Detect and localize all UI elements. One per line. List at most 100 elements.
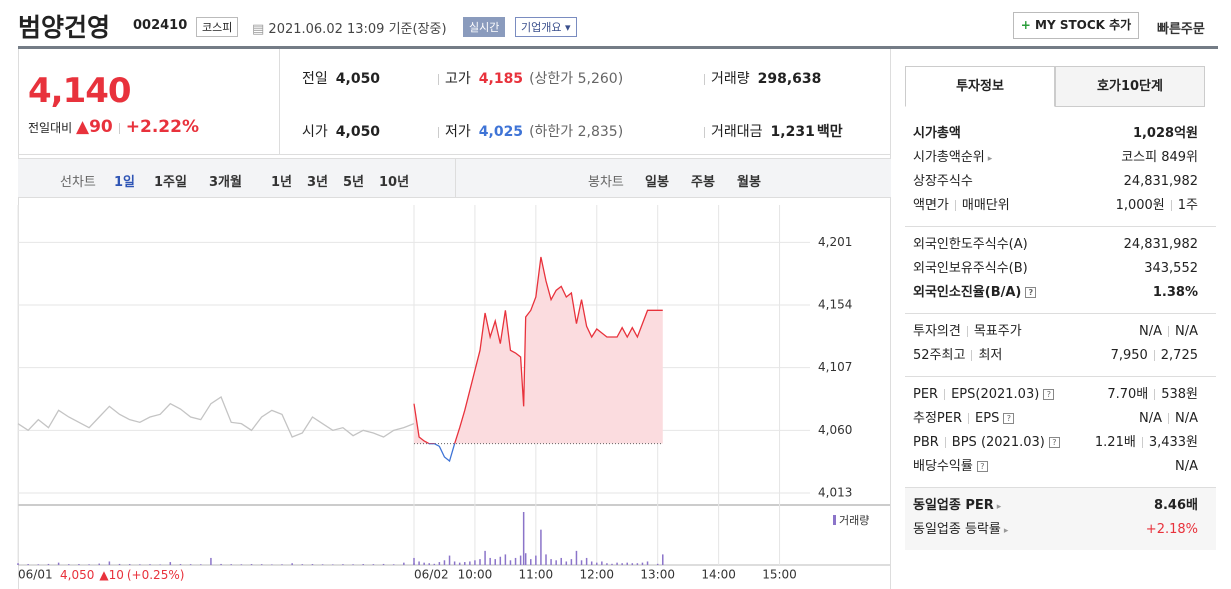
chart: 4,013 4,060 4,107 4,154 4,201 06/01 06/02 10:00… <box>17 205 890 582</box>
quote-cell: 저가 4,025 (하한가 2,835) <box>432 121 623 141</box>
quote-label: 거래량 <box>711 71 750 87</box>
volume-bar <box>118 563 121 565</box>
value-text: N/A <box>1139 324 1162 339</box>
separator <box>438 126 439 138</box>
market-badge: 코스피 <box>196 17 239 37</box>
invest-row: PER EPS(2021.03)? 7.70배 538원 <box>905 383 1216 407</box>
divider <box>18 46 1218 49</box>
row-value: 1,028억원 <box>1133 122 1198 146</box>
volume-bar <box>169 562 172 565</box>
volume-bar <box>448 555 451 565</box>
volume-bar <box>560 557 562 565</box>
help-icon[interactable]: ? <box>1003 413 1015 424</box>
period-tab[interactable]: 3년 <box>307 175 329 190</box>
volume-bar <box>474 560 476 565</box>
realtime-badge[interactable]: 실시간 <box>463 17 506 37</box>
change-label: 전일대비 <box>28 121 73 135</box>
separator <box>1170 200 1172 211</box>
volume-bar <box>621 563 623 565</box>
quote-value: 4,185 <box>478 71 524 87</box>
volume-bar <box>484 550 486 565</box>
link-arrow[interactable]: ▸ <box>987 154 993 164</box>
arrow: ▲ <box>99 568 109 582</box>
tab-divider <box>455 159 456 197</box>
help-icon[interactable]: ? <box>976 461 988 472</box>
volume-bar <box>332 564 334 565</box>
stock-name: 범양건영 <box>18 13 111 42</box>
mystock-button[interactable]: + MY STOCK 추가 <box>1013 12 1139 39</box>
separator <box>704 126 705 138</box>
volume-bar <box>240 564 243 565</box>
invest-section: 외국인한도주식수(A) 24,831,982 외국인보유주식수(B) 343,552 외… <box>905 227 1216 314</box>
volume-bar <box>418 561 420 565</box>
company-info-text: 기업개요 <box>521 21 562 34</box>
invest-tab[interactable]: 투자정보 <box>905 66 1055 107</box>
row-value: 343,552 <box>1144 257 1198 281</box>
quote-label: 시가 <box>302 124 328 140</box>
row-label: BPS (2021.03) <box>951 435 1045 450</box>
volume-bar <box>636 563 639 565</box>
company-info[interactable]: 기업개요 ▾ <box>515 17 577 37</box>
link-arrow[interactable]: ▸ <box>1003 526 1009 536</box>
row-value: N/A <box>1175 455 1198 479</box>
value-text: 24,831,982 <box>1123 237 1198 252</box>
help-icon[interactable]: ? <box>1025 287 1037 298</box>
volume-bar <box>57 562 60 565</box>
volume-bar <box>78 564 80 565</box>
period-tab[interactable]: 1주일 <box>154 175 187 190</box>
help-icon[interactable]: ? <box>1048 437 1060 448</box>
period-tab[interactable]: 3개월 <box>209 175 242 190</box>
volume-bar <box>585 557 588 565</box>
quote-value: 4,050 <box>335 124 381 140</box>
quote-label: 저가 <box>445 124 471 140</box>
volume-bar <box>372 564 375 565</box>
row-label: 외국인한도주식수(A) <box>913 237 1028 252</box>
row-label: 외국인소진율(B/A) <box>913 285 1022 300</box>
row-value: N/A N/A <box>1139 407 1198 431</box>
row-value: 1,000원 1주 <box>1116 194 1198 218</box>
quick-order[interactable]: 빠른주문 <box>1157 22 1205 37</box>
stock-code: 002410 <box>133 18 188 33</box>
volume-bar <box>230 564 232 565</box>
help-icon[interactable]: ? <box>1043 389 1055 400</box>
period-tab[interactable]: 10년 <box>379 175 410 190</box>
volume-bar <box>646 561 649 565</box>
period-tab[interactable]: 5년 <box>343 175 365 190</box>
row-label: 시가총액 <box>913 126 961 141</box>
volume-bar <box>453 561 456 565</box>
volume-bar <box>47 563 50 565</box>
volume-bar <box>128 564 131 565</box>
separator <box>944 389 946 400</box>
x-tick-label: 12:00 <box>579 568 614 582</box>
volume-bar <box>37 564 40 565</box>
period-tab[interactable]: 1년 <box>271 175 293 190</box>
separator <box>1168 326 1169 337</box>
volume-bar <box>342 564 344 565</box>
invest-row: 시가총액순위 ▸ 코스피 849위 <box>905 146 1216 170</box>
volume-bar <box>413 557 415 565</box>
volume-bar <box>550 559 552 565</box>
row-label: 최저 <box>978 348 1003 363</box>
volume-bar <box>458 562 461 565</box>
volume-bar <box>479 559 481 565</box>
candle-tab[interactable]: 월봉 <box>737 175 761 190</box>
volume-bar <box>494 559 496 565</box>
volume-bar <box>524 553 527 565</box>
row-label: PER <box>913 387 939 402</box>
x-tick-label: 13:00 <box>640 568 675 582</box>
volume-bar <box>362 564 364 565</box>
quote-note: (하한가 2,835) <box>529 124 624 140</box>
x-tick-label: 15:00 <box>762 568 797 582</box>
link-arrow[interactable]: ▸ <box>996 502 1002 512</box>
volume-bar <box>210 557 212 565</box>
row-value: 24,831,982 <box>1124 170 1198 194</box>
separator <box>704 73 705 85</box>
quote-label: 전일 <box>302 71 328 87</box>
row-label: 매매단위 <box>961 198 1010 213</box>
candle-tab[interactable]: 주봉 <box>691 175 715 190</box>
invest-tab[interactable]: 호가10단계 <box>1055 66 1205 107</box>
separator <box>1168 413 1169 424</box>
candle-tab[interactable]: 일봉 <box>645 175 669 190</box>
period-tab[interactable]: 1일 <box>114 175 136 190</box>
prev-summary: 4,050 ▲10 (+0.25%) <box>60 568 184 582</box>
